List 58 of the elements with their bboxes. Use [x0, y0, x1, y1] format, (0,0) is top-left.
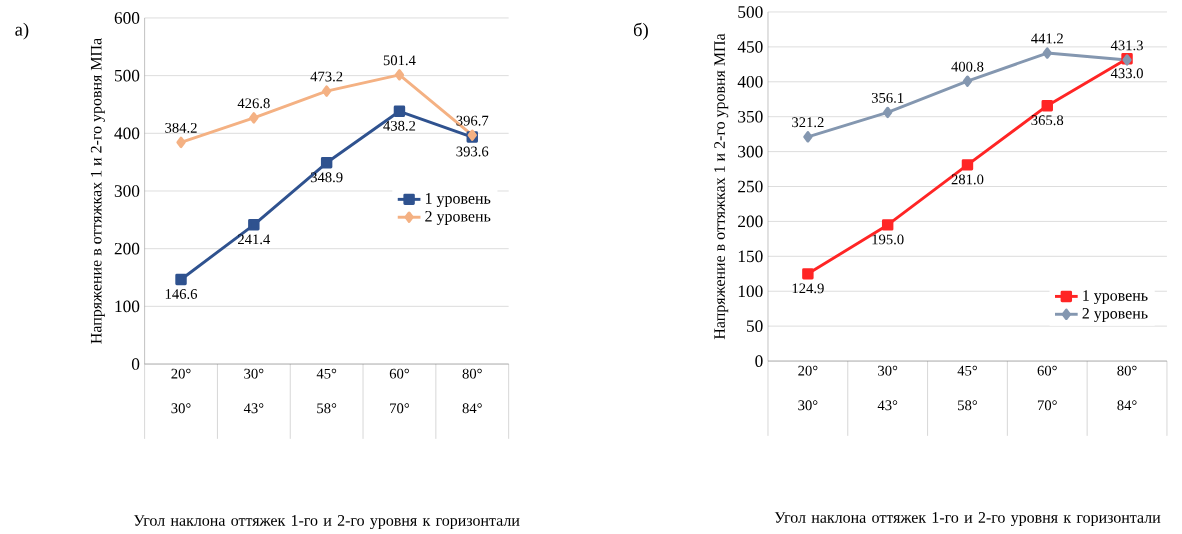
y-tick-label: 600 — [114, 12, 140, 25]
category-label: 80° 84° — [1117, 365, 1137, 411]
y-tick-label: 0 — [131, 358, 140, 371]
y-tick-label: 250 — [738, 180, 763, 193]
x-axis-title: Угол наклона оттяжек 1-го и 2-го уровня к горизонтали — [774, 512, 1161, 527]
data-label: 146.6 — [165, 289, 198, 300]
legend-label: 2 уровень — [425, 211, 491, 226]
y-tick-label: 300 — [114, 185, 140, 198]
y-tick-label: 300 — [738, 146, 763, 158]
x-axis-title: Угол наклона оттяжек 1-го и 2-го уровня к горизонтали — [133, 515, 520, 530]
data-label: 473.2 — [310, 71, 343, 82]
data-label: 384.2 — [165, 123, 197, 134]
legend-label: 1 уровень — [1083, 290, 1148, 305]
data-label: 241.4 — [238, 234, 271, 245]
data-label: 441.2 — [1031, 33, 1063, 44]
data-label: 348.9 — [310, 172, 343, 183]
data-label: 400.8 — [951, 61, 984, 72]
y-tick-label: 500 — [738, 6, 763, 19]
data-label: 356.1 — [871, 93, 904, 104]
category-label: 30° 43° — [243, 368, 264, 414]
data-label: 281.0 — [951, 174, 984, 185]
legend-label: 1 уровень — [425, 193, 491, 208]
y-tick-label: 400 — [114, 127, 140, 140]
legend-label: 2 уровень — [1082, 308, 1148, 323]
category-label: 45° 58° — [957, 365, 977, 411]
data-label: 426.8 — [237, 98, 270, 109]
text: б) — [633, 22, 648, 41]
data-label: 438.2 — [383, 121, 416, 132]
data-label: 195.0 — [872, 234, 904, 245]
category-label: 20° 30° — [171, 368, 191, 414]
data-label: 396.7 — [456, 115, 489, 126]
data-label: 365.8 — [1031, 115, 1064, 126]
y-tick-label: 100 — [115, 300, 140, 313]
data-label: 321.2 — [792, 117, 824, 128]
data-label: 433.0 — [1110, 68, 1143, 79]
category-label: 45° 58° — [316, 368, 337, 414]
y-axis-title: Напряжение в оттяжках 1 и 2-го уровня МПа — [714, 33, 729, 340]
y-tick-label: 450 — [737, 41, 763, 53]
data-label: 393.6 — [456, 146, 489, 157]
y-tick-label: 400 — [737, 76, 763, 88]
y-tick-label: 200 — [738, 215, 763, 228]
y-tick-label: 500 — [114, 70, 140, 82]
data-label: 501.4 — [383, 55, 416, 66]
y-axis-title: Напряжение в оттяжках 1 и 2-го уровня МПа — [90, 38, 105, 344]
y-tick-label: 0 — [755, 355, 763, 368]
y-tick-label: 150 — [738, 250, 763, 263]
category-label: 60° 70° — [1037, 365, 1057, 411]
y-tick-label: 200 — [114, 243, 140, 255]
category-label: 80° 84° — [462, 368, 482, 414]
category-label: 60° 70° — [389, 368, 409, 414]
y-tick-label: 350 — [738, 111, 763, 123]
data-label: 124.9 — [792, 283, 824, 294]
y-tick-label: 50 — [747, 320, 763, 333]
category-label: 30° 43° — [877, 365, 898, 411]
y-tick-label: 100 — [738, 285, 763, 298]
category-label: 20° 30° — [798, 365, 818, 411]
data-label: 431.3 — [1110, 40, 1143, 51]
chart-title: а) — [15, 22, 29, 40]
